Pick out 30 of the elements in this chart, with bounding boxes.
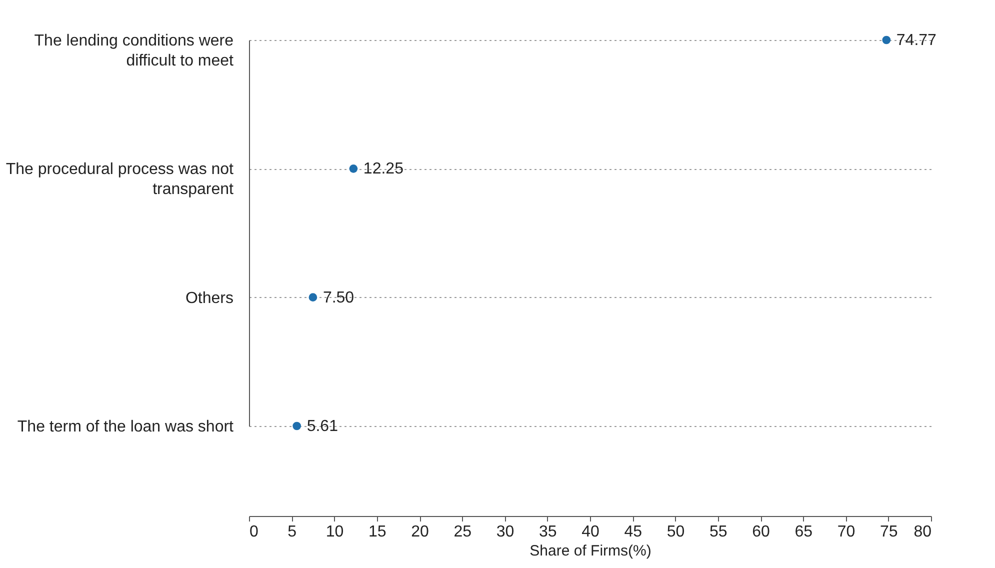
data-label: 74.77 bbox=[896, 32, 937, 49]
x-tick-label: 40 bbox=[582, 524, 600, 540]
point bbox=[349, 164, 358, 173]
x-tick-label: 5 bbox=[288, 524, 297, 540]
x-tick-label: 0 bbox=[250, 524, 258, 540]
y-tick-label: Others bbox=[185, 290, 234, 307]
x-tick-label: 80 bbox=[914, 524, 932, 540]
y-tick-label: The term of the loan was short bbox=[17, 418, 234, 436]
point bbox=[292, 422, 302, 430]
x-tick-label: 50 bbox=[666, 524, 685, 540]
y-tick-label: The procedural process was not transparent bbox=[6, 161, 234, 198]
point bbox=[308, 293, 318, 302]
x-tick-label: 10 bbox=[326, 524, 344, 540]
x-tick-label: 65 bbox=[794, 524, 813, 540]
x-tick-label: 75 bbox=[880, 524, 898, 540]
x-tick-label: 25 bbox=[454, 524, 472, 540]
x-tick-label: 20 bbox=[411, 524, 429, 540]
x-tick-label: 70 bbox=[837, 524, 856, 540]
x-tick-label: 60 bbox=[752, 524, 770, 540]
x-tick-label: 55 bbox=[709, 524, 728, 540]
x-axis-title: Share of Firms(%) bbox=[530, 542, 652, 560]
point bbox=[882, 36, 891, 44]
data-label: 12.25 bbox=[363, 160, 404, 178]
x-tick-label: 15 bbox=[368, 524, 386, 540]
data-label: 5.61 bbox=[306, 418, 338, 435]
data-label: 7.50 bbox=[322, 289, 354, 306]
x-tick-label: 35 bbox=[538, 524, 557, 540]
y-tick-label: The lending conditions were difficult to meet bbox=[34, 32, 234, 70]
x-tick-label: 30 bbox=[496, 524, 514, 540]
x-tick-label: 45 bbox=[624, 524, 642, 540]
